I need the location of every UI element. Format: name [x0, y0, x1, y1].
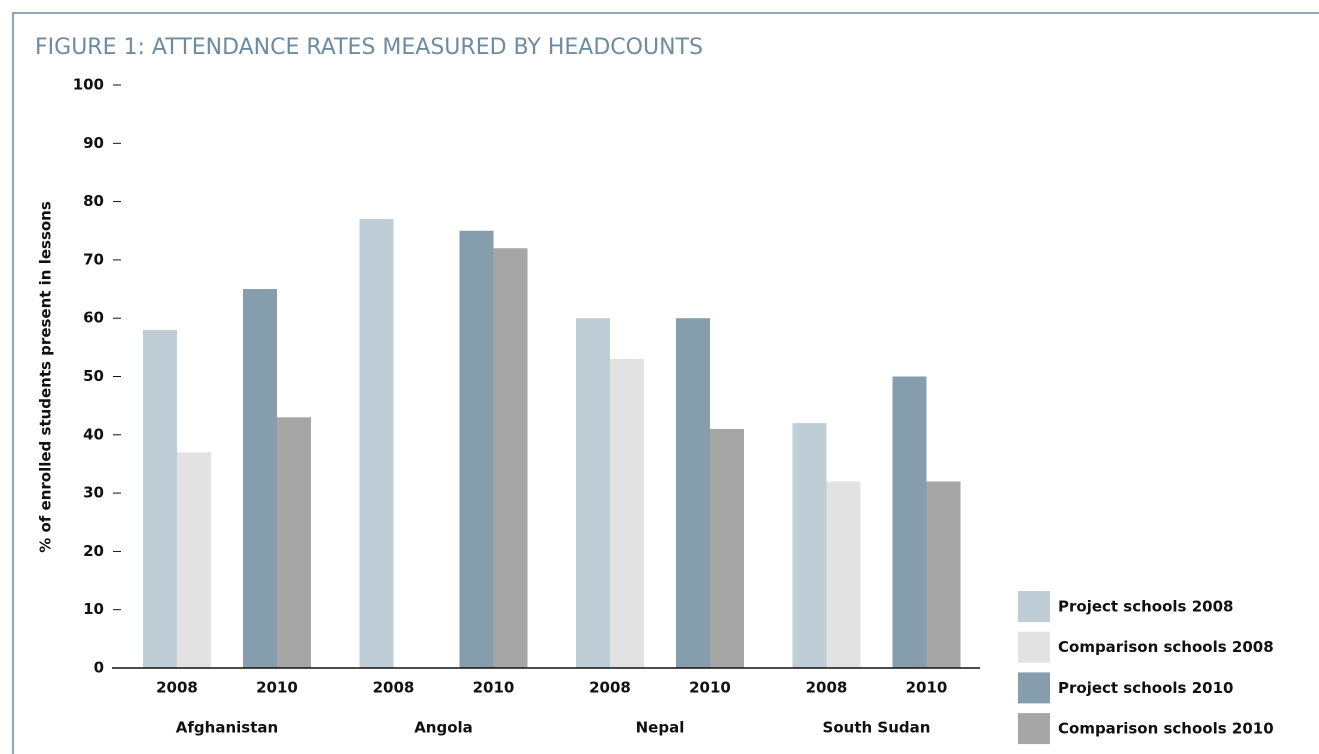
- bar: [710, 428, 744, 668]
- bar: [926, 481, 961, 668]
- y-tick-label: 90: [83, 134, 104, 152]
- bar: [610, 359, 644, 668]
- bar: [177, 452, 211, 668]
- y-tick-label: 70: [83, 250, 104, 268]
- bar: [826, 481, 861, 668]
- group-label: South Sudan: [823, 719, 931, 737]
- y-tick-label: 30: [83, 484, 104, 502]
- x-tick-label: 2010: [473, 679, 515, 697]
- x-tick-label: 2010: [906, 679, 948, 697]
- bar: [459, 230, 494, 668]
- y-tick-label: 20: [83, 542, 104, 560]
- legend-swatch: [1018, 591, 1050, 622]
- frame: [12, 12, 1319, 754]
- legend-swatch: [1018, 672, 1050, 704]
- group-label: Angola: [414, 719, 473, 737]
- bar: [792, 423, 827, 668]
- x-tick-label: 2010: [256, 679, 298, 697]
- bar: [277, 417, 311, 668]
- legend-label: Comparison schools 2010: [1058, 720, 1274, 738]
- bar: [892, 376, 927, 668]
- x-tick-label: 2010: [689, 679, 731, 697]
- y-tick-label: 40: [83, 425, 104, 443]
- legend-label: Project schools 2010: [1058, 679, 1233, 697]
- x-tick-label: 2008: [589, 679, 631, 697]
- x-tick-label: 2008: [373, 679, 415, 697]
- legend-swatch: [1018, 631, 1050, 663]
- y-tick-label: 80: [83, 192, 104, 210]
- y-tick-label: 50: [83, 367, 104, 385]
- chart-title: FIGURE 1: ATTENDANCE RATES MEASURED BY H…: [35, 35, 703, 60]
- bar: [143, 329, 177, 668]
- x-tick-label: 2008: [806, 679, 848, 697]
- bar: [243, 289, 277, 668]
- bar: [493, 248, 528, 669]
- x-tick-label: 2008: [156, 679, 198, 697]
- group-label: Afghanistan: [176, 719, 278, 737]
- legend-label: Comparison schools 2008: [1058, 638, 1274, 656]
- legend-swatch: [1018, 713, 1050, 745]
- group-label: Nepal: [636, 719, 685, 737]
- y-axis-label: % of enrolled students present in lesson…: [37, 201, 55, 553]
- y-tick-label: 100: [73, 76, 104, 94]
- bar: [359, 219, 394, 668]
- y-tick-label: 10: [83, 600, 104, 618]
- y-tick-label: 60: [83, 309, 104, 327]
- legend-label: Project schools 2008: [1058, 598, 1233, 616]
- bar: [576, 318, 610, 668]
- y-tick-label: 0: [94, 659, 104, 677]
- bar: [676, 318, 710, 668]
